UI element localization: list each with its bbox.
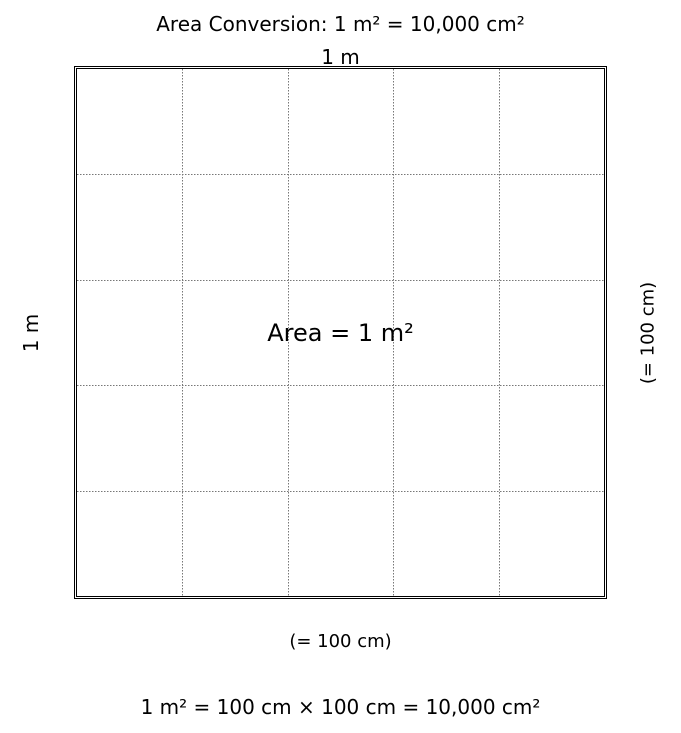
right-side-label: (= 100 cm)	[637, 281, 659, 385]
bottom-side-label: (= 100 cm)	[289, 631, 392, 652]
conversion-formula: 1 m² = 100 cm × 100 cm = 10,000 cm²	[140, 695, 541, 719]
grid-lines	[77, 69, 604, 596]
diagram-title: Area Conversion: 1 m² = 10,000 cm²	[156, 12, 525, 36]
unit-square: Area = 1 m²	[74, 66, 607, 599]
top-side-label: 1 m	[321, 45, 360, 69]
area-label: Area = 1 m²	[267, 319, 414, 347]
left-side-label: 1 m	[19, 313, 43, 353]
